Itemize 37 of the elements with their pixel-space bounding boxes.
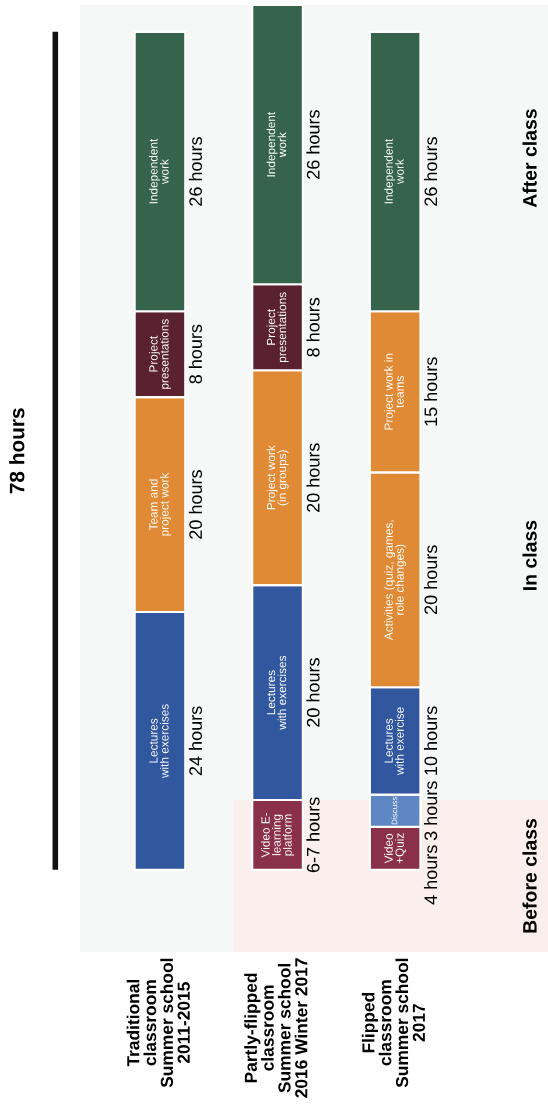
data-label: 26 hours [306,110,320,179]
x-tick-label: Traditional classroom Summer school 2011-2015 [126,958,190,1088]
text: Independent work [266,111,287,177]
data-label: 6-7 hours [306,797,320,873]
series-label: Lectures with exercise [384,707,404,776]
series-label: Activities (quiz, games, role changes) [384,520,407,641]
series-label: Project presentations [148,319,171,389]
series-label: Video E- learning platform [261,812,295,858]
series-label: Project work (in groups) [266,445,289,510]
series-label: Discuss [391,796,398,825]
data-label: 20 hours [306,658,320,727]
data-label: 3 hours [423,781,438,841]
text: In class [522,520,537,590]
x-tick-label: Flipped classroom Summer school 2017 [361,958,426,1088]
data-label: 10 hours [423,706,438,775]
text: 78 hours [9,408,25,494]
data-label: 26 hours [188,137,203,206]
series-label: Lectures with exercises [149,704,169,778]
data-label: 8 hours [306,297,320,357]
data-label: 20 hours [306,443,320,512]
text: Project presentations [266,292,289,362]
text: Before class [522,818,537,933]
data-label: 4 hours [423,845,438,905]
data-label: 20 hours [423,545,438,614]
data-label: 24 hours [188,706,203,776]
series-label: Team and project work [148,472,171,536]
series-label: Independent work [148,138,169,204]
text: After class [522,109,537,208]
text: Lectures with exercises [266,655,287,730]
x-tick-label: Partly-flipped classroom Summer school 2016 Winter 2017 [244,958,308,1098]
text: Independent work [384,138,404,204]
data-label: 8 hours [188,324,203,384]
data-label: 26 hours [423,137,438,206]
data-label: 15 hours [423,357,438,426]
data-label: 20 hours [188,470,203,539]
series-label: Project work in teams [384,353,404,430]
series-label: Video +Quiz [384,833,406,864]
